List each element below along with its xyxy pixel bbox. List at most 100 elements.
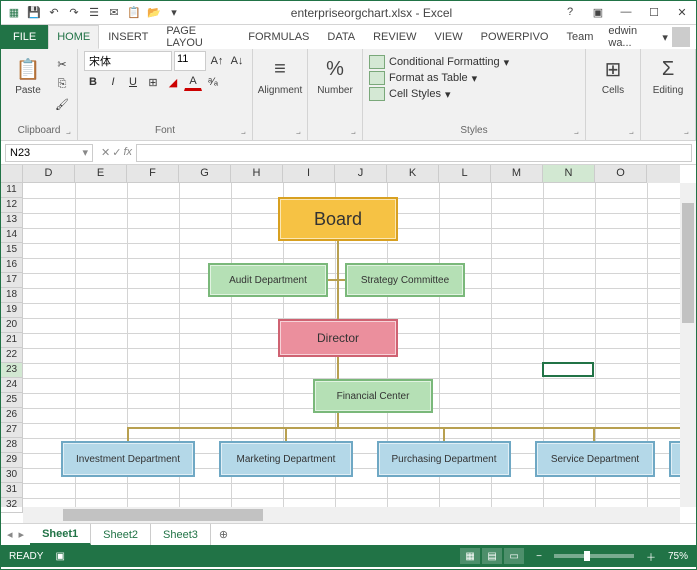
qat-item-icon[interactable]: ✉	[105, 4, 123, 22]
cut-icon[interactable]: ✂	[53, 55, 71, 73]
help-icon[interactable]: ?	[560, 6, 580, 19]
paste-button[interactable]: 📋 Paste	[7, 51, 49, 96]
column-header[interactable]: K	[387, 165, 439, 183]
underline-button[interactable]: U	[124, 73, 142, 91]
font-name-input[interactable]: 宋体	[84, 51, 172, 71]
tab-home[interactable]: HOME	[48, 25, 99, 49]
row-header[interactable]: 20	[1, 318, 23, 333]
row-header[interactable]: 31	[1, 483, 23, 498]
sheet-nav[interactable]: ◂▸	[1, 524, 30, 545]
scroll-thumb[interactable]	[682, 203, 694, 323]
border-icon[interactable]: ⊞	[144, 73, 162, 91]
formula-input[interactable]	[136, 144, 692, 162]
row-header[interactable]: 18	[1, 288, 23, 303]
org-node-director[interactable]: Director	[278, 319, 398, 357]
add-sheet-button[interactable]: ⊕	[211, 524, 236, 545]
tab-insert[interactable]: INSERT	[99, 25, 157, 49]
conditional-formatting-button[interactable]: Conditional Formatting▾	[369, 55, 509, 69]
row-header[interactable]: 25	[1, 393, 23, 408]
name-box[interactable]: N23 ▾	[5, 144, 93, 162]
column-header[interactable]: M	[491, 165, 543, 183]
column-header[interactable]: J	[335, 165, 387, 183]
grow-font-icon[interactable]: A↑	[208, 52, 226, 70]
cell-styles-button[interactable]: Cell Styles▾	[369, 87, 509, 101]
column-header[interactable]: I	[283, 165, 335, 183]
row-header[interactable]: 30	[1, 468, 23, 483]
sheet-tab-3[interactable]: Sheet3	[151, 524, 211, 545]
org-node-invest[interactable]: Investment Department	[61, 441, 195, 477]
scrollbar-horizontal[interactable]	[23, 507, 680, 523]
fill-color-icon[interactable]: ◢	[164, 73, 182, 91]
org-node-purchasing[interactable]: Purchasing Department	[377, 441, 511, 477]
file-tab[interactable]: FILE	[1, 25, 48, 49]
column-header[interactable]: E	[75, 165, 127, 183]
sheet-prev-icon[interactable]: ◂	[7, 528, 13, 541]
org-node-fincenter[interactable]: Financial Center	[313, 379, 433, 413]
worksheet-grid[interactable]: DEFGHIJKLMNO 111213141516171819202122232…	[1, 165, 696, 523]
format-painter-icon[interactable]: 🖌	[53, 95, 71, 113]
sheet-tab-1[interactable]: Sheet1	[30, 524, 91, 545]
qat-dropdown-icon[interactable]: ▾	[165, 4, 183, 22]
cancel-formula-icon[interactable]: ✕	[101, 146, 110, 159]
zoom-in-icon[interactable]: ＋	[646, 549, 656, 564]
italic-button[interactable]: I	[104, 73, 122, 91]
redo-icon[interactable]: ↷	[65, 4, 83, 22]
row-header[interactable]: 17	[1, 273, 23, 288]
row-header[interactable]: 12	[1, 198, 23, 213]
font-size-input[interactable]: 11	[174, 51, 206, 71]
column-header[interactable]: D	[23, 165, 75, 183]
tab-view[interactable]: VIEW	[426, 25, 472, 49]
zoom-out-icon[interactable]: −	[536, 551, 542, 562]
qat-item-icon[interactable]: 📋	[125, 4, 143, 22]
normal-view-icon[interactable]: ▦	[460, 548, 480, 564]
tab-powerpivot[interactable]: POWERPIVO	[472, 25, 558, 49]
sheet-tab-2[interactable]: Sheet2	[91, 524, 151, 545]
row-header[interactable]: 28	[1, 438, 23, 453]
number-button[interactable]: % Number	[314, 51, 356, 96]
cells-button[interactable]: ⊞ Cells	[592, 51, 634, 96]
editing-button[interactable]: Σ Editing	[647, 51, 689, 96]
qat-item-icon[interactable]: ☰	[85, 4, 103, 22]
row-header[interactable]: 13	[1, 213, 23, 228]
font-color-icon[interactable]: A	[184, 73, 202, 91]
column-header[interactable]: G	[179, 165, 231, 183]
org-node-marketing[interactable]: Marketing Department	[219, 441, 353, 477]
row-header[interactable]: 32	[1, 498, 23, 513]
column-header[interactable]: H	[231, 165, 283, 183]
cells-area[interactable]: Board Audit Department Strategy Committee D…	[23, 183, 680, 507]
org-node-audit[interactable]: Audit Department	[208, 263, 328, 297]
scroll-thumb[interactable]	[63, 509, 263, 521]
zoom-handle[interactable]	[584, 551, 590, 561]
select-all-corner[interactable]	[1, 165, 23, 183]
row-header[interactable]: 29	[1, 453, 23, 468]
zoom-slider[interactable]	[554, 554, 634, 558]
column-header[interactable]: N	[543, 165, 595, 183]
user-account[interactable]: edwin wa... ▾	[602, 25, 696, 49]
copy-icon[interactable]: ⎘	[53, 75, 71, 93]
row-header[interactable]: 23	[1, 363, 23, 378]
row-header[interactable]: 27	[1, 423, 23, 438]
row-header[interactable]: 26	[1, 408, 23, 423]
undo-icon[interactable]: ↶	[45, 4, 63, 22]
tab-data[interactable]: DATA	[318, 25, 364, 49]
enter-formula-icon[interactable]: ✓	[112, 146, 121, 159]
tab-team[interactable]: Team	[557, 25, 602, 49]
zoom-level[interactable]: 75%	[668, 551, 688, 562]
bold-button[interactable]: B	[84, 73, 102, 91]
tab-formulas[interactable]: FORMULAS	[239, 25, 318, 49]
org-node-board[interactable]: Board	[278, 197, 398, 241]
column-headers[interactable]: DEFGHIJKLMNO	[23, 165, 680, 183]
row-header[interactable]: 24	[1, 378, 23, 393]
org-node-service[interactable]: Service Department	[535, 441, 655, 477]
tab-review[interactable]: REVIEW	[364, 25, 425, 49]
close-icon[interactable]: ✕	[672, 6, 692, 19]
qat-item-icon[interactable]: 📂	[145, 4, 163, 22]
page-break-view-icon[interactable]: ▭	[504, 548, 524, 564]
format-as-table-button[interactable]: Format as Table▾	[369, 71, 509, 85]
macro-record-icon[interactable]: ▣	[55, 551, 64, 562]
save-icon[interactable]: 💾	[25, 4, 43, 22]
org-node-strategy[interactable]: Strategy Committee	[345, 263, 465, 297]
sheet-next-icon[interactable]: ▸	[19, 528, 25, 541]
row-headers[interactable]: 1112131415161718192021222324252627282930…	[1, 183, 23, 507]
column-header[interactable]: F	[127, 165, 179, 183]
